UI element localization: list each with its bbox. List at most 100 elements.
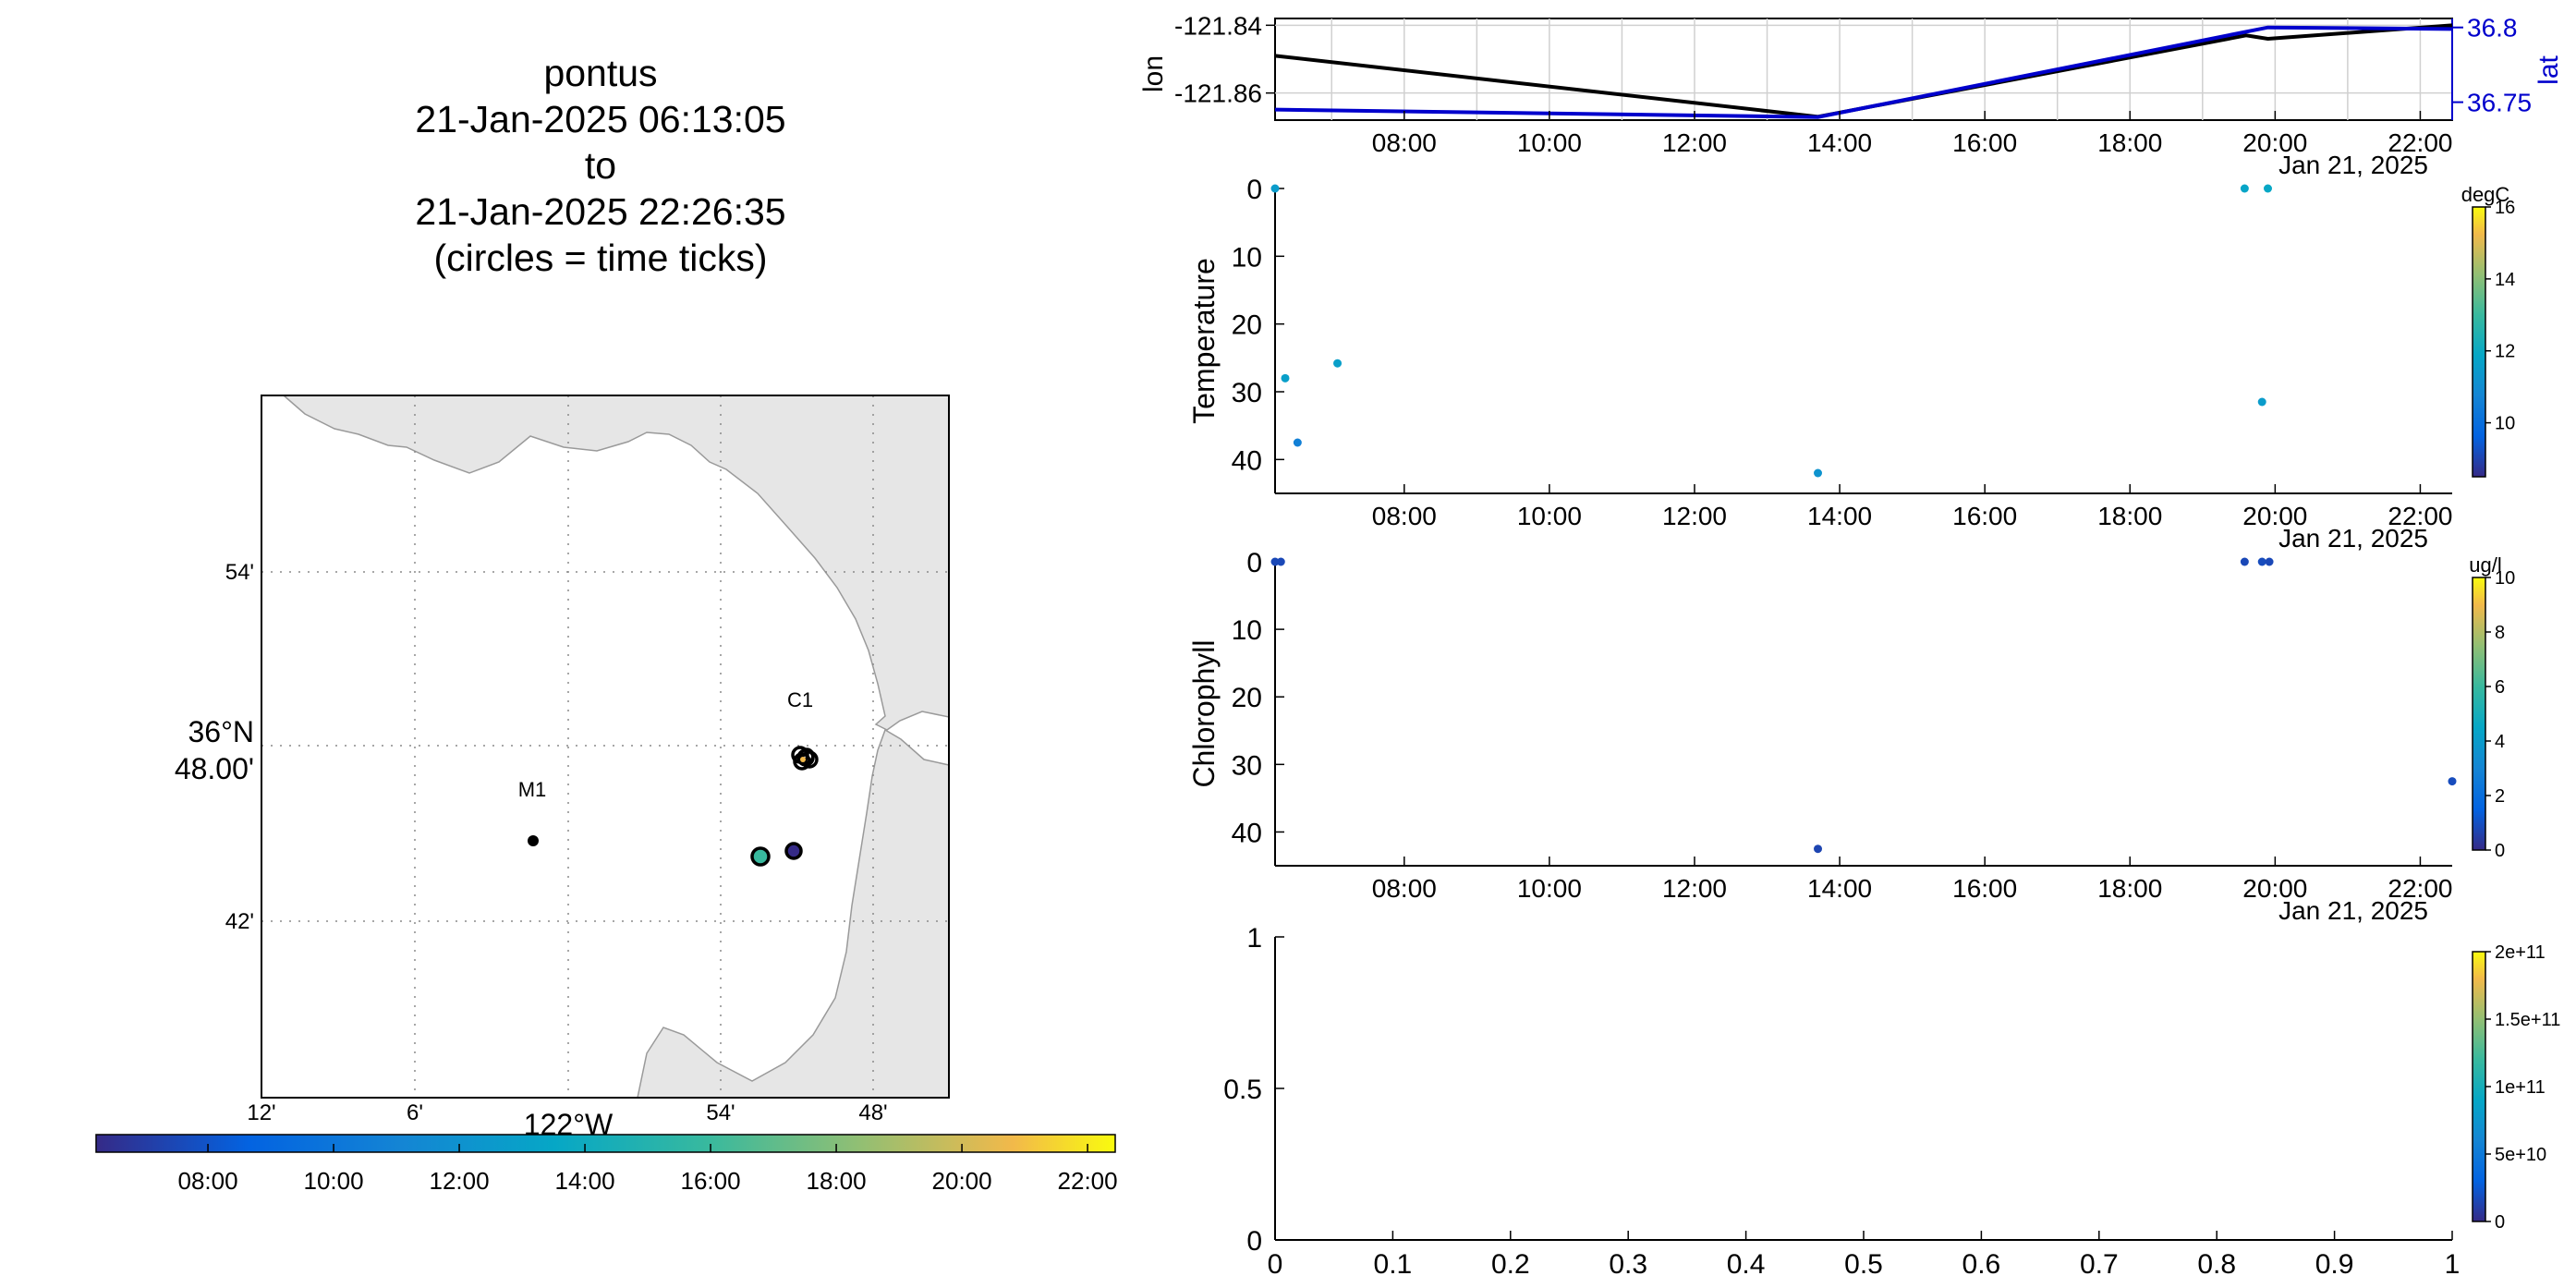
colorbar-tick-label: 2 <box>2495 786 2505 807</box>
time-colorbar-labels: 08:00 10:00 12:00 14:00 16:00 18:00 20:00 22:00 <box>178 1144 1118 1195</box>
time-colorbar-tick-label: 18:00 <box>807 1167 867 1195</box>
x-tick-label: 08:00 <box>1372 874 1437 903</box>
x-tick-label: 0.3 <box>1609 1249 1647 1280</box>
y-tick-label: 20 <box>1232 683 1262 713</box>
time-colorbar-tick-label: 10:00 <box>304 1167 364 1195</box>
y-tick-label: 0.5 <box>1223 1075 1262 1105</box>
x-tick-label: 10:00 <box>1517 502 1582 530</box>
lon-y-label: lon <box>1138 55 1169 92</box>
x-tick-label: 20:00 <box>2242 874 2307 903</box>
station-label-c1: C1 <box>787 688 813 711</box>
temperature-point <box>2257 397 2266 407</box>
x-tick-label: 14:00 <box>1807 128 1872 157</box>
y-tick-label: 1 <box>1246 923 1262 954</box>
x-tick-label: 0.2 <box>1491 1249 1530 1280</box>
track-dot-c1 <box>800 757 806 762</box>
map-title: pontus 21-Jan-2025 06:13:05 to 21-Jan-2025 … <box>305 50 896 281</box>
x-tick-label: 08:00 <box>1372 128 1437 157</box>
station-label-m1: M1 <box>518 778 547 801</box>
map-lat-labels: 54' 36°N 48.00' 42' <box>175 560 254 934</box>
x-tick-label: 12:00 <box>1662 502 1727 530</box>
x-tick-label: 10:00 <box>1517 128 1582 157</box>
y-tick-label: 10 <box>1232 242 1262 273</box>
colorbar-tick-label: 14 <box>2495 270 2515 290</box>
map-title-line: pontus <box>543 52 658 94</box>
y-tick-label: 0 <box>1246 1226 1262 1257</box>
chlorophyll-point <box>2257 557 2266 566</box>
x-tick-label: 18:00 <box>2097 502 2162 530</box>
colorbar-tick-label: 8 <box>2495 623 2505 643</box>
x-tick-label: 14:00 <box>1807 502 1872 530</box>
map-lon-label: 12' <box>247 1100 275 1125</box>
x-tick-label: 22:00 <box>2388 502 2452 530</box>
land-mass <box>281 395 950 1099</box>
track-markers-south <box>750 842 803 867</box>
x-tick-label: 0 <box>1268 1249 1283 1280</box>
map-lon-label: 48' <box>858 1100 887 1125</box>
map-lat-label: 36°N 48.00' <box>175 715 254 785</box>
chlorophyll-colorbar <box>2472 577 2486 851</box>
map-lat-label: 54' <box>225 560 254 585</box>
y-tick-label: 20 <box>1232 310 1262 341</box>
series-lat-line <box>1274 25 2453 119</box>
time-colorbar-tick-label: 16:00 <box>681 1167 741 1195</box>
colorbar-tick-label: 1.5e+11 <box>2495 1010 2560 1030</box>
x-tick-label: 0.7 <box>2080 1249 2119 1280</box>
temperature-point <box>1293 438 1302 447</box>
y-tick-label: 30 <box>1232 378 1262 408</box>
time-colorbar-tick-label: 22:00 <box>1058 1167 1118 1195</box>
x-tick-label: 0.4 <box>1727 1249 1766 1280</box>
empty-colorbar <box>2472 951 2486 1222</box>
map-title-line: 21-Jan-2025 06:13:05 <box>415 98 786 140</box>
x-tick-label: 18:00 <box>2097 128 2162 157</box>
x-tick-label: 0.1 <box>1374 1249 1413 1280</box>
time-colorbar-tick-label: 14:00 <box>555 1167 615 1195</box>
map-title-line: (circles = time ticks) <box>433 237 768 279</box>
x-tick-label: 0.9 <box>2315 1249 2354 1280</box>
x-tick-label: 0.8 <box>2197 1249 2236 1280</box>
colorbar-tick-label: 4 <box>2495 732 2505 752</box>
lon-y-tick-label: -121.84 <box>1174 11 1262 40</box>
x-tick-label: 0.6 <box>1962 1249 2001 1280</box>
temperature-y-label: Temperature <box>1187 258 1221 424</box>
x-tick-label: 22:00 <box>2388 128 2452 157</box>
temperature-point <box>1270 184 1280 193</box>
colorbar-tick-label: 6 <box>2495 677 2505 698</box>
temperature-panel: 0 10 20 30 40 Temperature 08:00 10:00 12:00 14:00… <box>1187 175 2515 553</box>
colorbar-tick-label: 0 <box>2495 841 2505 861</box>
x-tick-label: 22:00 <box>2388 874 2452 903</box>
x-date-label: Jan 21, 2025 <box>2278 524 2428 553</box>
x-tick-label: 12:00 <box>1662 874 1727 903</box>
temperature-point <box>1814 468 1823 478</box>
chlorophyll-point <box>1276 557 1285 566</box>
lat-y-tick-label: 36.8 <box>2467 14 2518 43</box>
temperature-colorbar <box>2472 206 2486 478</box>
map-title-line: 21-Jan-2025 22:26:35 <box>415 190 786 233</box>
series-lon-line <box>1274 23 2453 119</box>
y-tick-label: 40 <box>1232 818 1262 848</box>
chlorophyll-point <box>2265 557 2274 566</box>
x-tick-label: 08:00 <box>1372 502 1437 530</box>
x-tick-label: 10:00 <box>1517 874 1582 903</box>
y-tick-label: 40 <box>1232 445 1262 476</box>
colorbar-tick-label: 16 <box>2495 198 2515 218</box>
temperature-point <box>1281 373 1290 383</box>
x-tick-label: 12:00 <box>1662 128 1727 157</box>
chlorophyll-point <box>1270 557 1280 566</box>
track-markers-c1 <box>791 746 819 771</box>
y-tick-label: 0 <box>1246 548 1262 578</box>
lon-y-tick-label: -121.86 <box>1174 79 1262 108</box>
x-tick-label: 20:00 <box>2242 128 2307 157</box>
colorbar-tick-label: 12 <box>2495 342 2515 362</box>
lon-lat-panel: -121.84 -121.86 36.8 36.75 lon lat 08:00 10:00 1… <box>1138 11 2564 179</box>
colorbar-tick-label: 5e+10 <box>2495 1145 2546 1165</box>
map-lat-label-line: 48.00' <box>175 752 254 785</box>
time-colorbar-tick-label: 08:00 <box>178 1167 238 1195</box>
colorbar-tick-label: 1e+11 <box>2495 1077 2546 1098</box>
chlorophyll-point <box>2448 777 2457 786</box>
x-tick-label: 16:00 <box>1952 502 2017 530</box>
temperature-point <box>2240 184 2249 193</box>
x-tick-label: 14:00 <box>1807 874 1872 903</box>
